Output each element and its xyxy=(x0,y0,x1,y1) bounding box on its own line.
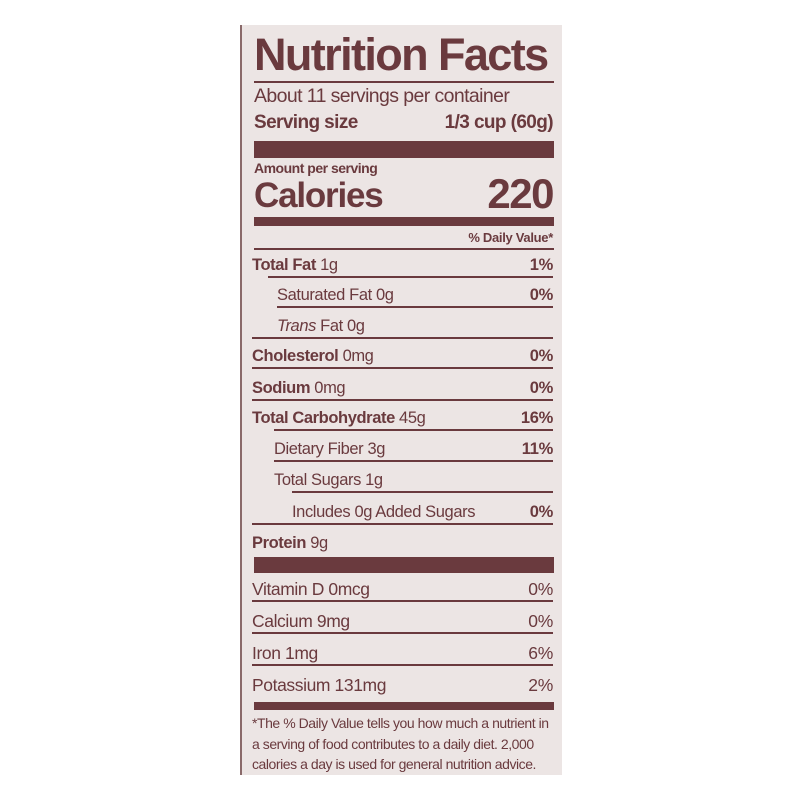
nutrient-row-saturated-fat: Saturated Fat 0g 0% xyxy=(252,282,553,308)
vitamin-dv: 6% xyxy=(528,643,553,663)
nutrient-amount: Fat 0g xyxy=(320,317,365,335)
divider xyxy=(252,600,553,602)
nutrient-name: Total Fat xyxy=(252,256,316,274)
vitamin-row-iron: Iron 1mg 6% xyxy=(252,640,553,666)
nutrient-row-sodium: Sodium 0mg 0% xyxy=(252,375,553,401)
nutrient-amount: 0g xyxy=(375,286,394,304)
thick-divider xyxy=(254,217,554,226)
divider xyxy=(252,337,553,339)
divider xyxy=(252,399,553,401)
footnote: *The % Daily Value tells you how much a … xyxy=(252,715,549,772)
calories-label: Calories xyxy=(254,176,384,215)
nutrient-amount: 9g xyxy=(310,534,328,552)
nutrient-name: Dietary Fiber xyxy=(274,440,364,458)
nutrient-dv: 0% xyxy=(529,503,554,521)
vitamin-row-vitamin-d: Vitamin D 0mcg 0% xyxy=(252,576,553,602)
nutrient-row-total-carbohydrate: Total Carbohydrate 45g 16% xyxy=(252,405,553,431)
nutrient-name: Includes 0g Added Sugars xyxy=(292,503,476,521)
thick-divider xyxy=(254,141,554,158)
nutrient-dv: 0% xyxy=(529,347,554,365)
nutrient-row-total-fat: Total Fat 1g 1% xyxy=(252,252,553,278)
nutrient-name: Total Carbohydrate xyxy=(252,409,395,427)
nutrient-name: Cholesterol xyxy=(252,347,339,365)
nutrient-row-protein: Protein 9g xyxy=(252,530,553,556)
daily-value-header: % Daily Value* xyxy=(468,230,553,245)
divider xyxy=(274,460,553,462)
nutrient-amount: 3g xyxy=(367,440,385,458)
vitamin-dv: 0% xyxy=(528,579,553,599)
divider xyxy=(254,81,554,83)
calories-value: 220 xyxy=(487,170,554,217)
servings-per-container: About 11 servings per container xyxy=(254,85,510,107)
nutrient-amount: 1g xyxy=(365,471,383,489)
nutrient-dv: 1% xyxy=(529,256,554,274)
vitamin-name: Calcium 9mg xyxy=(252,611,350,631)
thick-divider xyxy=(254,557,554,573)
divider xyxy=(252,367,553,369)
nutrient-amount: 0mg xyxy=(314,379,346,397)
vitamin-row-calcium: Calcium 9mg 0% xyxy=(252,608,553,634)
vitamin-dv: 0% xyxy=(528,611,553,631)
nutrient-dv: 11% xyxy=(521,440,554,458)
nutrient-name: Sodium xyxy=(252,379,311,397)
vitamin-name: Vitamin D 0mcg xyxy=(252,579,370,599)
divider xyxy=(277,306,553,308)
vitamin-row-potassium: Potassium 131mg 2% xyxy=(252,672,553,698)
nutrient-row-total-sugars: Total Sugars 1g xyxy=(252,467,553,493)
nutrient-dv: 16% xyxy=(520,409,553,427)
serving-size-label: Serving size xyxy=(254,112,358,133)
vitamin-name: Potassium 131mg xyxy=(252,675,387,695)
nutrient-name: Trans xyxy=(277,317,316,335)
serving-size-value: 1/3 cup (60g) xyxy=(444,112,554,133)
vitamin-dv: 2% xyxy=(528,675,553,695)
nutrient-amount: 45g xyxy=(399,409,426,427)
divider xyxy=(254,248,554,250)
divider xyxy=(268,276,553,278)
nutrient-row-added-sugars: Includes 0g Added Sugars 0% xyxy=(252,499,553,525)
nutrition-facts-label: Nutrition Facts About 11 servings per co… xyxy=(240,25,562,775)
nutrient-name: Saturated Fat xyxy=(277,286,372,304)
nutrient-name: Total Sugars xyxy=(274,471,361,489)
divider xyxy=(274,429,553,431)
nutrient-dv: 0% xyxy=(529,286,554,304)
vitamin-name: Iron 1mg xyxy=(252,643,318,663)
nutrient-amount: 0mg xyxy=(342,347,374,365)
divider xyxy=(252,523,553,525)
nutrient-row-trans-fat: Trans Fat 0g xyxy=(252,313,553,339)
nutrient-name: Protein xyxy=(252,534,307,552)
divider xyxy=(252,664,553,666)
label-title: Nutrition Facts xyxy=(254,29,549,80)
nutrient-dv: 0% xyxy=(529,379,554,397)
nutrient-amount: 1g xyxy=(320,256,338,274)
divider xyxy=(252,632,553,634)
thick-divider xyxy=(254,702,554,710)
nutrient-row-dietary-fiber: Dietary Fiber 3g 11% xyxy=(252,436,553,462)
nutrient-row-cholesterol: Cholesterol 0mg 0% xyxy=(252,343,553,369)
amount-per-serving: Amount per serving xyxy=(254,160,378,176)
divider xyxy=(292,491,553,493)
